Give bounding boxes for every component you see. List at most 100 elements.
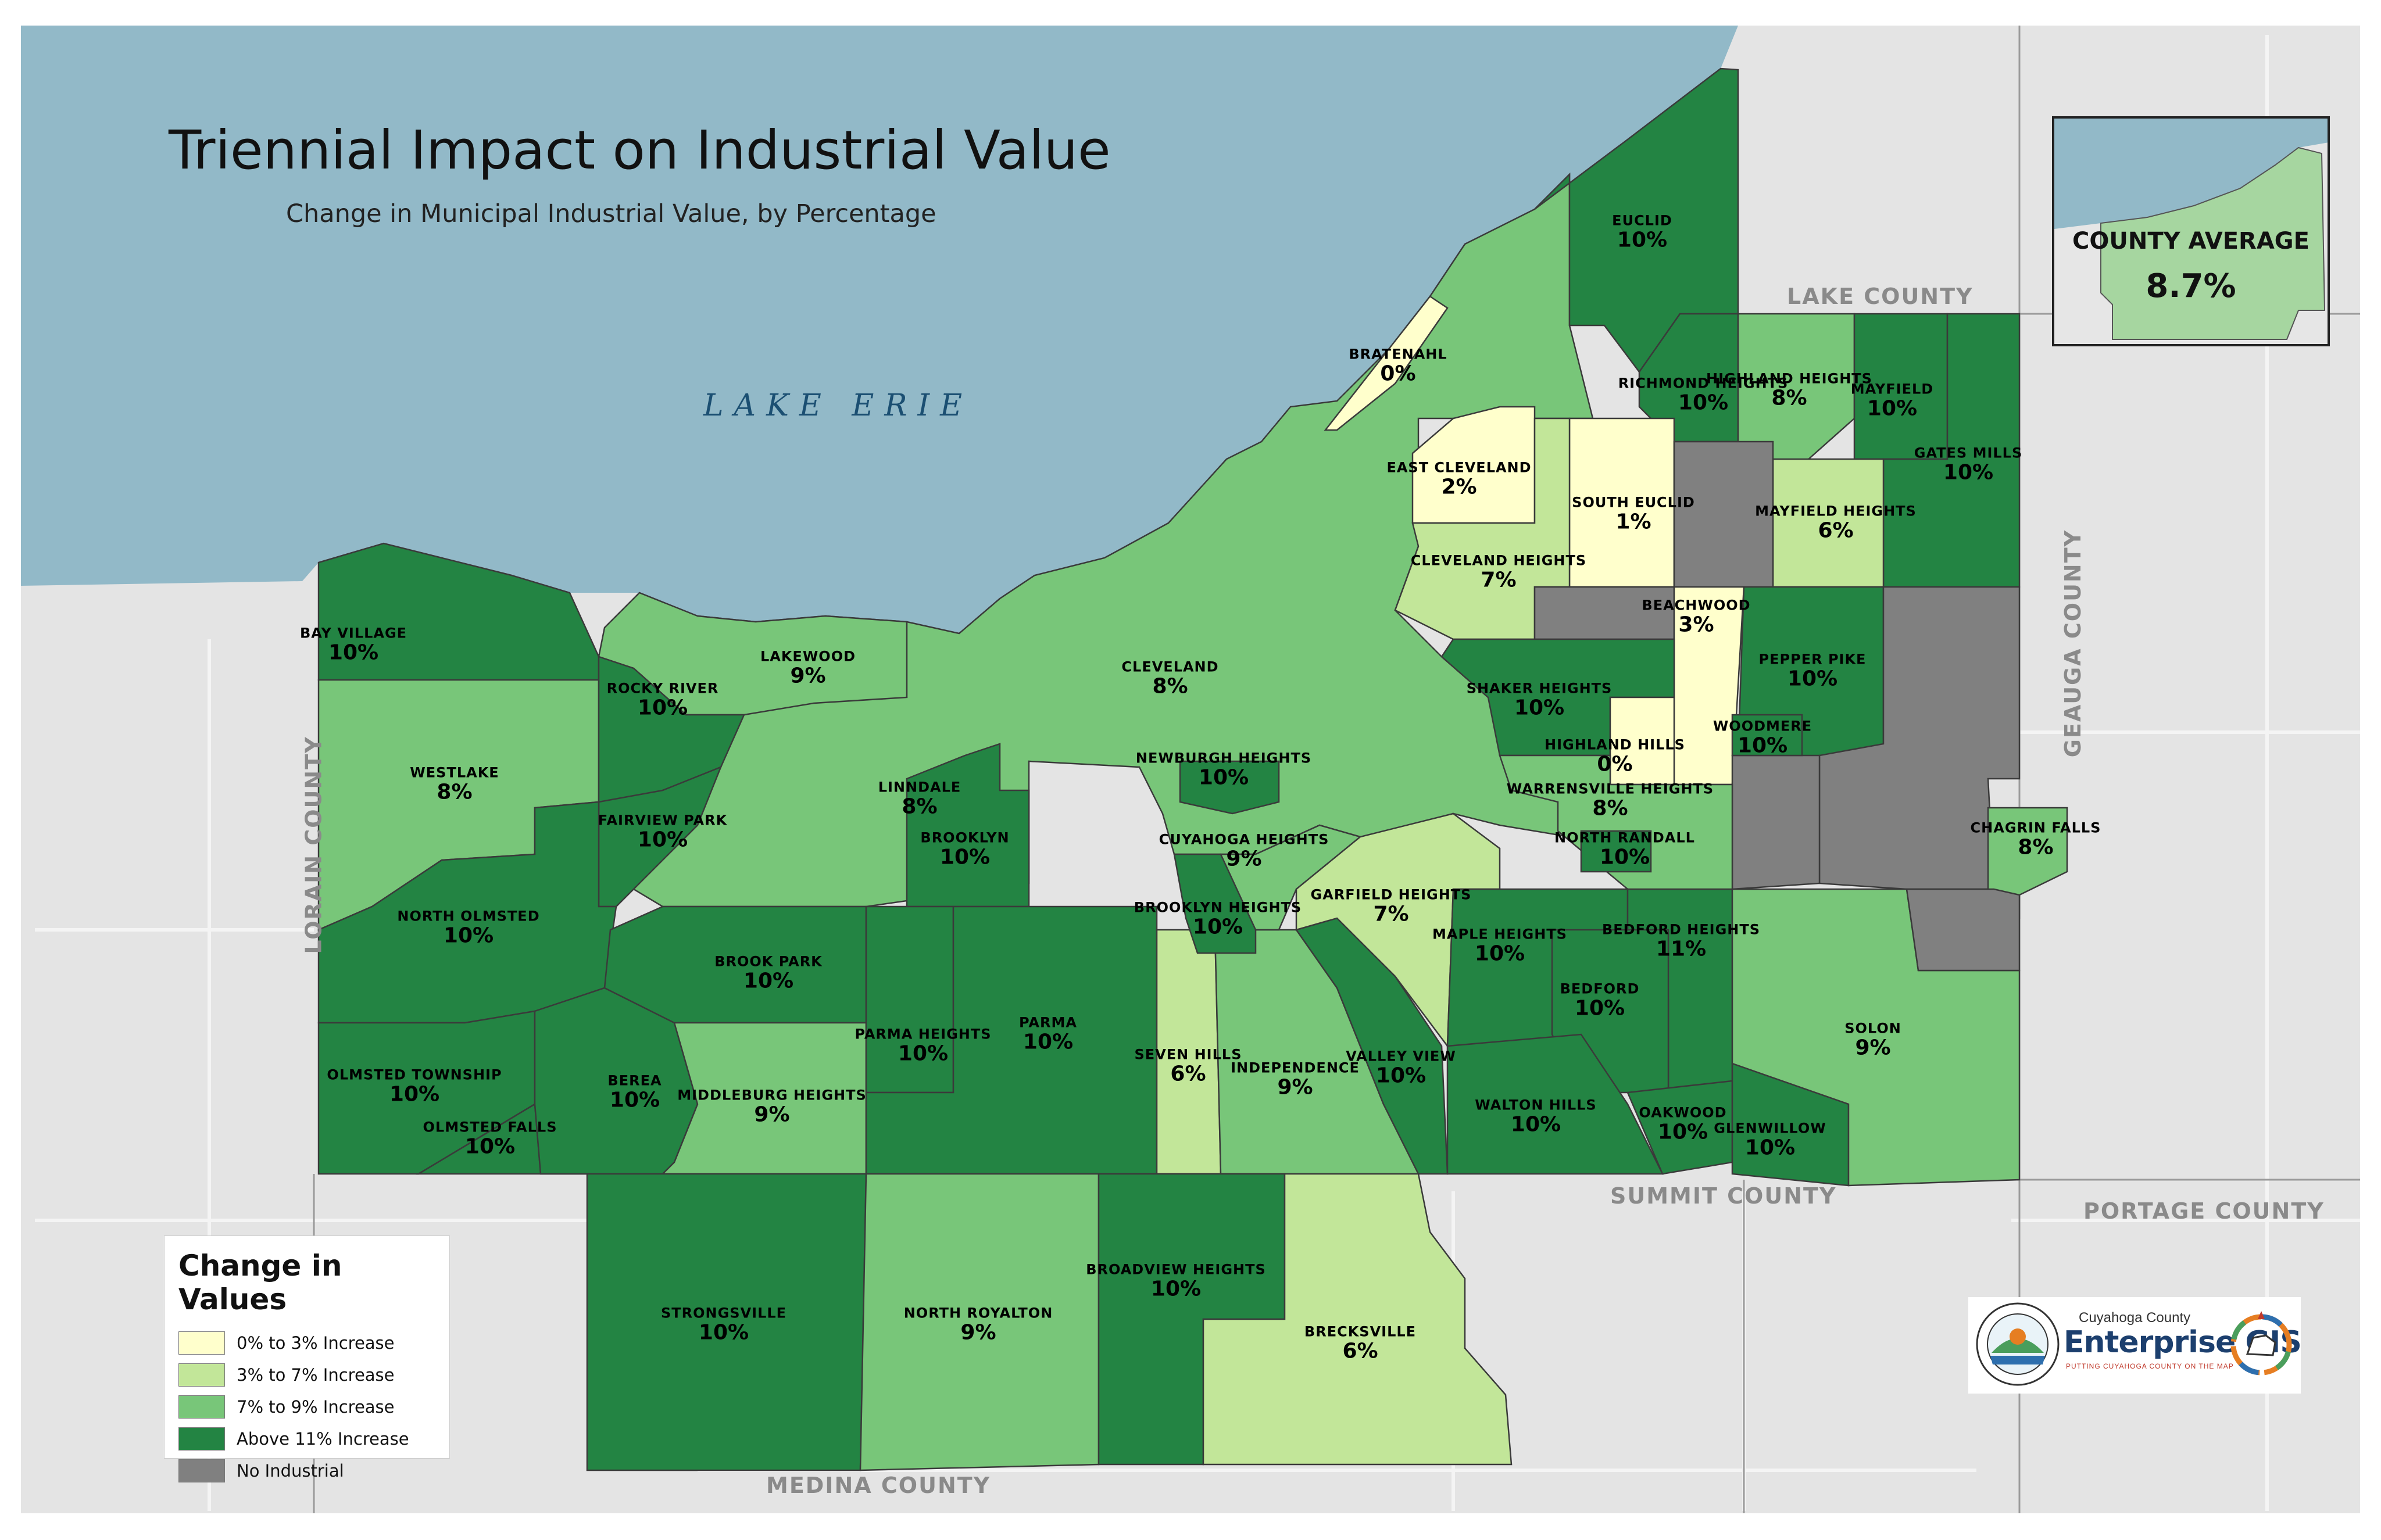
municipality-name: EUCLID [1612, 212, 1672, 229]
legend-item: No Industrial [178, 1455, 435, 1487]
municipality-value: 6% [1170, 1062, 1206, 1086]
municipality-name: BROADVIEW HEIGHTS [1086, 1261, 1266, 1278]
region-newburgh-heights [1179, 760, 1280, 815]
municipality-name: PARMA [1019, 1014, 1077, 1031]
municipality-name: HIGHLAND HEIGHTS [1706, 370, 1872, 387]
municipality-label-richmond-heights: RICHMOND HEIGHTS 10% [1618, 375, 1789, 414]
municipality-name: BROOKLYN [920, 829, 1010, 846]
inset-county [2100, 146, 2326, 340]
municipality-name: BROOKLYN HEIGHTS [1134, 899, 1302, 916]
legend-label: 3% to 7% Increase [237, 1364, 395, 1385]
inset-title: COUNTY AVERAGE [2072, 228, 2310, 255]
municipality-name: NORTH RANDALL [1554, 829, 1695, 846]
municipality-label-newburgh-heights: NEWBURGH HEIGHTS 10% [1136, 751, 1311, 789]
municipality-name: MAYFIELD HEIGHTS [1755, 503, 1917, 520]
region-no-industrial-south [1905, 888, 2021, 972]
municipality-value: 10% [1514, 696, 1565, 720]
municipality-name: FAIRVIEW PARK [598, 812, 728, 829]
municipality-label-lakewood: LAKEWOOD 9% [760, 649, 856, 687]
municipality-name: OLMSTED FALLS [423, 1119, 557, 1136]
municipality-label-gates-mills: GATES MILLS 10% [1914, 446, 2023, 484]
municipality-name: RICHMOND HEIGHTS [1618, 375, 1789, 392]
region-woodmere [1731, 714, 1803, 757]
municipality-value: 8% [1592, 796, 1628, 821]
municipality-label-highland-hills: HIGHLAND HILLS 0% [1545, 736, 1685, 776]
municipality-label-maple-heights: MAPLE HEIGHTS 10% [1432, 927, 1567, 965]
municipality-name: SOUTH EUCLID [1572, 494, 1695, 511]
municipality-value: 10% [609, 1088, 660, 1112]
municipality-label-brecksville: BRECKSVILLE 6% [1304, 1323, 1417, 1363]
municipality-name: WARRENSVILLE HEIGHTS [1506, 780, 1714, 797]
county-label-lorain: LORAIN COUNTY [301, 736, 327, 954]
region-warrensville-heights [1499, 754, 1733, 890]
municipality-name: BRECKSVILLE [1304, 1323, 1417, 1340]
municipality-value: 10% [328, 640, 379, 665]
municipality-value: 10% [1375, 1063, 1427, 1088]
municipality-label-highland-heights: HIGHLAND HEIGHTS 8% [1706, 370, 1872, 410]
county-label-geauga: GEAUGA COUNTY [2060, 529, 2086, 758]
municipality-name: GATES MILLS [1914, 445, 2023, 461]
municipality-label-garfield-heights: GARFIELD HEIGHTS 7% [1311, 887, 1472, 926]
municipality-name: MIDDLEBURG HEIGHTS [677, 1087, 867, 1104]
lake-erie-label: LAKE ERIE [703, 388, 973, 423]
municipality-label-beachwood: BEACHWOOD 3% [1642, 597, 1751, 636]
municipality-value: 8% [437, 780, 473, 804]
municipality-label-north-royalton: NORTH ROYALTON 9% [904, 1306, 1053, 1344]
legend-label: No Industrial [237, 1460, 344, 1481]
lake-erie [21, 26, 1738, 633]
municipality-name: BEREA [607, 1072, 662, 1089]
municipality-value: 10% [1867, 396, 1918, 421]
county-label-lake: LAKE COUNTY [1787, 284, 1974, 309]
legend-label: 0% to 3% Increase [237, 1333, 395, 1353]
municipality-value: 8% [1152, 674, 1188, 699]
municipality-value: 10% [443, 923, 494, 948]
region-no-industrial-southeast [1731, 754, 1821, 890]
municipality-value: 10% [1150, 1277, 1202, 1301]
municipality-value: 10% [743, 969, 794, 993]
legend-swatch [178, 1331, 225, 1355]
municipality-value: 10% [1737, 733, 1788, 758]
region-brecksville [1202, 1173, 1513, 1466]
municipality-name: EAST CLEVELAND [1386, 459, 1532, 476]
municipality-name: BEACHWOOD [1642, 597, 1751, 614]
map-title: Triennial Impact on Industrial Value [169, 119, 1111, 181]
municipality-value: 10% [1474, 941, 1525, 966]
inset-value: 8.7% [2146, 267, 2236, 305]
municipality-value: 8% [1771, 386, 1807, 410]
municipality-value: 8% [902, 794, 938, 819]
municipality-label-linndale: LINNDALE 8% [878, 780, 961, 818]
legend-swatch [178, 1395, 225, 1419]
county-label-portage: PORTAGE COUNTY [2083, 1198, 2325, 1224]
municipality-name: MAPLE HEIGHTS [1432, 926, 1567, 943]
region-highland-heights [1737, 313, 1856, 466]
legend-label: 7% to 9% Increase [237, 1396, 395, 1417]
municipality-name: OLMSTED TOWNSHIP [327, 1066, 502, 1083]
municipality-name: HIGHLAND HILLS [1545, 736, 1685, 753]
municipality-value: 10% [939, 845, 991, 869]
municipality-label-middleburg-heights: MIDDLEBURG HEIGHTS 9% [677, 1088, 867, 1126]
municipality-label-bedford: BEDFORD 10% [1560, 982, 1640, 1020]
municipality-value: 9% [1226, 847, 1262, 871]
municipality-value: 10% [1192, 915, 1243, 939]
municipality-name: BROOK PARK [714, 953, 823, 970]
region-bratenahl [1324, 295, 1449, 431]
legend-title: Change in Values [178, 1249, 342, 1316]
municipality-label-pepper-pike: PEPPER PIKE 10% [1759, 652, 1867, 690]
municipality-value: 9% [1855, 1036, 1891, 1060]
municipality-value: 7% [1481, 568, 1517, 592]
municipality-label-woodmere: WOODMERE 10% [1713, 719, 1812, 757]
municipality-label-cuyahoga-heights: CUYAHOGA HEIGHTS 9% [1159, 831, 1329, 871]
logo-tagline: PUTTING CUYAHOGA COUNTY ON THE MAP [2066, 1362, 2234, 1370]
municipality-label-chagrin-falls: CHAGRIN FALLS 8% [1971, 821, 2101, 859]
municipality-name: STRONGSVILLE [660, 1305, 787, 1321]
municipality-value: 10% [389, 1082, 440, 1106]
municipality-value: 10% [898, 1041, 949, 1066]
municipality-name: LINNDALE [878, 779, 961, 796]
municipality-label-glenwillow: GLENWILLOW 10% [1714, 1121, 1826, 1159]
municipality-name: CUYAHOGA HEIGHTS [1159, 831, 1329, 848]
enterprise-gis-logo: Cuyahoga County Enterprise GIS PUTTING C… [1968, 1297, 2302, 1394]
municipality-name: CLEVELAND [1121, 658, 1219, 675]
legend-swatch [178, 1459, 225, 1482]
map-subtitle: Change in Municipal Industrial Value, by… [286, 199, 936, 228]
municipality-label-north-olmsted: NORTH OLMSTED 10% [397, 909, 539, 947]
